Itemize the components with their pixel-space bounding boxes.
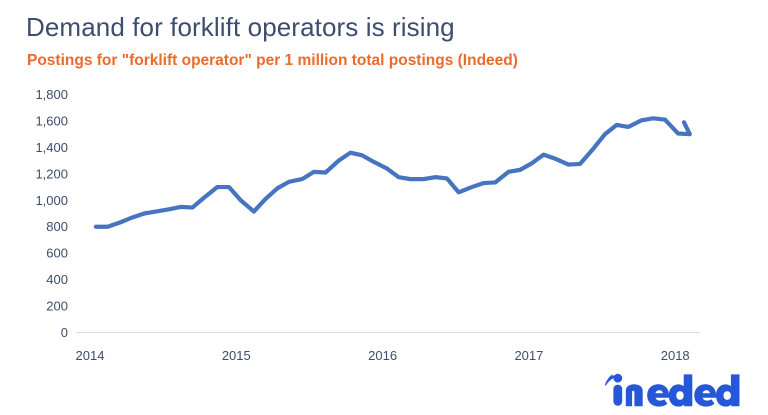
indeed-logo — [596, 368, 746, 410]
y-axis-tick-label: 1,400 — [35, 140, 68, 155]
y-axis-tick-label: 600 — [46, 246, 68, 261]
data-series-line — [93, 116, 692, 229]
x-axis-tick-label: 2015 — [222, 348, 251, 363]
x-axis-tick-label: 2018 — [661, 348, 690, 363]
chart-subtitle: Postings for "forklift operator" per 1 m… — [27, 52, 518, 69]
y-axis-tick-labels: 1,800 1,600 1,400 1,200 1,000 800 600 400 200 0 — [35, 87, 68, 340]
chart-title: Demand for forklift operators is rising — [26, 12, 455, 42]
indeed-logo-mark — [604, 373, 740, 407]
x-axis-tick-label: 2017 — [514, 348, 543, 363]
y-axis-tick-label: 1,200 — [35, 166, 68, 181]
y-axis-tick-label: 0 — [61, 325, 68, 340]
y-axis-tick-label: 400 — [46, 272, 68, 287]
x-axis-tick-labels: 2014 2015 2016 2017 2018 — [76, 348, 690, 363]
y-axis-tick-label: 1,600 — [35, 113, 68, 128]
y-axis-tick-label: 200 — [46, 299, 68, 314]
x-axis-tick-label: 2014 — [76, 348, 105, 363]
y-axis-tick-label: 1,800 — [35, 87, 68, 102]
y-axis-tick-label: 800 — [46, 219, 68, 234]
x-axis-tick-label: 2016 — [368, 348, 397, 363]
y-axis-tick-label: 1,000 — [35, 193, 68, 208]
